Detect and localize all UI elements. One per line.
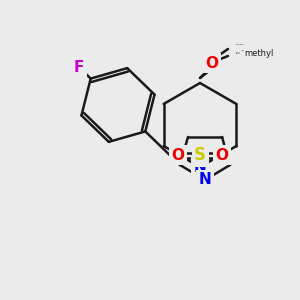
- Text: methyl: methyl: [236, 52, 240, 54]
- Text: methyl: methyl: [244, 49, 273, 58]
- Text: O: O: [215, 148, 229, 163]
- Text: N: N: [194, 160, 206, 175]
- Text: methyl: methyl: [242, 50, 247, 51]
- Text: methyl: methyl: [236, 44, 241, 45]
- Text: N: N: [199, 172, 212, 188]
- Text: O: O: [172, 148, 184, 163]
- Text: methyl: methyl: [240, 44, 245, 45]
- Text: methyl: methyl: [236, 52, 241, 53]
- Text: O: O: [203, 56, 217, 70]
- Text: S: S: [194, 146, 206, 164]
- Text: F: F: [74, 60, 84, 75]
- Text: O: O: [206, 56, 218, 70]
